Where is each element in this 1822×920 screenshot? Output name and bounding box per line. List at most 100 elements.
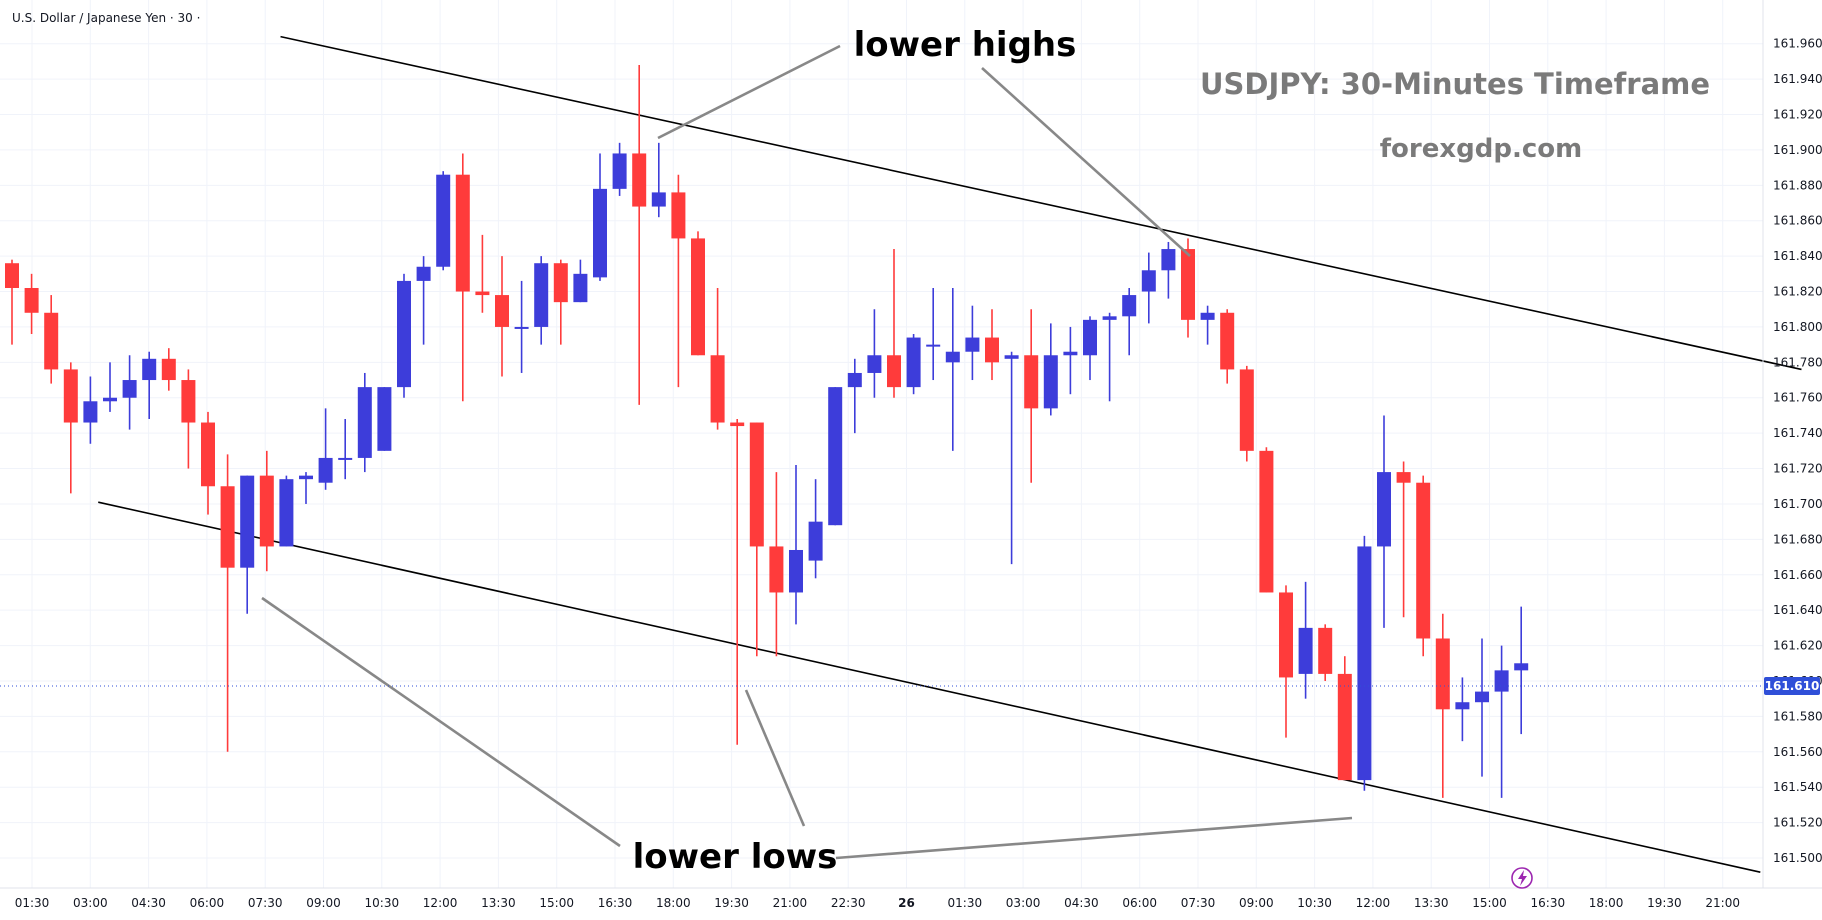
candle-body: [985, 337, 999, 363]
candle-body: [1220, 312, 1235, 370]
symbol-line[interactable]: U.S. Dollar / Japanese Yen · 30 ·: [12, 11, 200, 25]
candle: [1455, 677, 1470, 742]
candle: [632, 64, 647, 405]
candle: [828, 387, 843, 526]
last-price-label: 161.610: [1765, 679, 1820, 693]
candle-body: [1122, 295, 1137, 317]
candle-body: [1416, 482, 1431, 639]
time-tick-label: 15:00: [539, 896, 574, 910]
price-tick-label: 161.500: [1773, 851, 1822, 865]
time-tick-label: 07:30: [248, 896, 283, 910]
candle-body: [632, 153, 647, 207]
price-tick-label: 161.920: [1773, 108, 1822, 122]
price-tick-label: 161.860: [1773, 214, 1822, 228]
candle-body: [1161, 249, 1176, 271]
candle: [83, 376, 98, 444]
price-tick-label: 161.960: [1773, 37, 1822, 51]
trendline-upper[interactable]: [280, 35, 1802, 371]
candle-body: [377, 387, 392, 451]
candle: [475, 234, 490, 313]
candle: [730, 418, 745, 745]
price-tick-label: 161.520: [1773, 816, 1822, 830]
candle: [397, 273, 411, 398]
candle: [651, 142, 666, 218]
candle-body: [1298, 627, 1313, 674]
candle-body: [397, 280, 411, 388]
candle: [1122, 287, 1137, 356]
candle-body: [1024, 355, 1039, 409]
trendline-lower[interactable]: [98, 501, 1761, 873]
lightning-icon[interactable]: [1511, 867, 1533, 889]
candle: [965, 305, 980, 381]
candle: [1083, 316, 1097, 381]
candle-body: [44, 312, 59, 370]
candle: [1318, 624, 1333, 681]
candle-body: [83, 401, 98, 423]
candle: [749, 422, 764, 657]
price-tick-label: 161.700: [1773, 497, 1822, 511]
candle: [5, 259, 19, 345]
candle-body: [1043, 355, 1058, 409]
time-tick-label: 10:30: [1297, 896, 1332, 910]
candle-body: [1475, 691, 1489, 703]
candle-body: [1377, 472, 1391, 547]
time-tick-label: 03:00: [73, 896, 108, 910]
time-tick-label: 19:30: [714, 896, 749, 910]
candle: [259, 450, 274, 572]
candle-body: [847, 372, 862, 388]
price-tick-label: 161.740: [1773, 426, 1822, 440]
candle: [1024, 309, 1039, 483]
candles: [5, 64, 1529, 798]
price-tick-label: 161.820: [1773, 285, 1822, 299]
candle-body: [553, 263, 568, 303]
candle-body: [1083, 319, 1097, 356]
time-tick-label: 16:30: [1531, 896, 1566, 910]
trendlines[interactable]: [98, 35, 1802, 873]
time-tick-label: 26: [898, 896, 915, 910]
candle: [573, 259, 588, 303]
candle-body: [945, 351, 960, 363]
candle: [945, 287, 960, 451]
candle-body: [1435, 638, 1450, 710]
candle: [1357, 535, 1372, 791]
candle: [201, 411, 215, 515]
candle: [887, 249, 901, 398]
candle-body: [593, 188, 607, 278]
candle-body: [534, 263, 549, 327]
pointer-lower-lows-3: [835, 816, 1353, 860]
candle-body: [691, 238, 705, 356]
candle: [1514, 606, 1529, 735]
candle: [318, 408, 333, 490]
candle: [1161, 241, 1176, 299]
candle-body: [965, 337, 980, 352]
candle-body: [1357, 546, 1372, 781]
grid: [0, 0, 1763, 888]
time-tick-label: 07:30: [1181, 896, 1216, 910]
candle-body: [514, 326, 529, 329]
time-tick-label: 01:30: [15, 896, 50, 910]
candle-body: [867, 355, 882, 373]
price-tick-label: 161.640: [1773, 603, 1822, 617]
candle-body: [259, 475, 274, 547]
time-tick-label: 18:00: [656, 896, 691, 910]
price-tick-label: 161.780: [1773, 355, 1822, 369]
candle-body: [122, 380, 137, 398]
candle: [808, 479, 823, 579]
candle: [377, 387, 392, 451]
annotation-pointers: [261, 44, 1353, 860]
candle: [534, 256, 549, 345]
time-tick-label: 19:30: [1647, 896, 1682, 910]
annotation-lower-highs: lower highs: [854, 25, 1077, 65]
pointer-lower-lows-2: [744, 689, 806, 827]
candle-body: [103, 397, 117, 402]
time-tick-label: 10:30: [365, 896, 400, 910]
candle-body: [1102, 316, 1117, 320]
candle: [1063, 326, 1078, 395]
last-price-badge: [1764, 677, 1820, 695]
price-tick-label: 161.840: [1773, 249, 1822, 263]
price-axis[interactable]: 161.960 161.940 161.920 161.900 161.880 161.8…: [1773, 37, 1822, 865]
candle-body: [749, 422, 764, 547]
candle: [710, 287, 725, 430]
time-axis[interactable]: 01:30 03:00 04:30 06:00 07:30 09:00 10:30 12:00…: [15, 896, 1740, 910]
